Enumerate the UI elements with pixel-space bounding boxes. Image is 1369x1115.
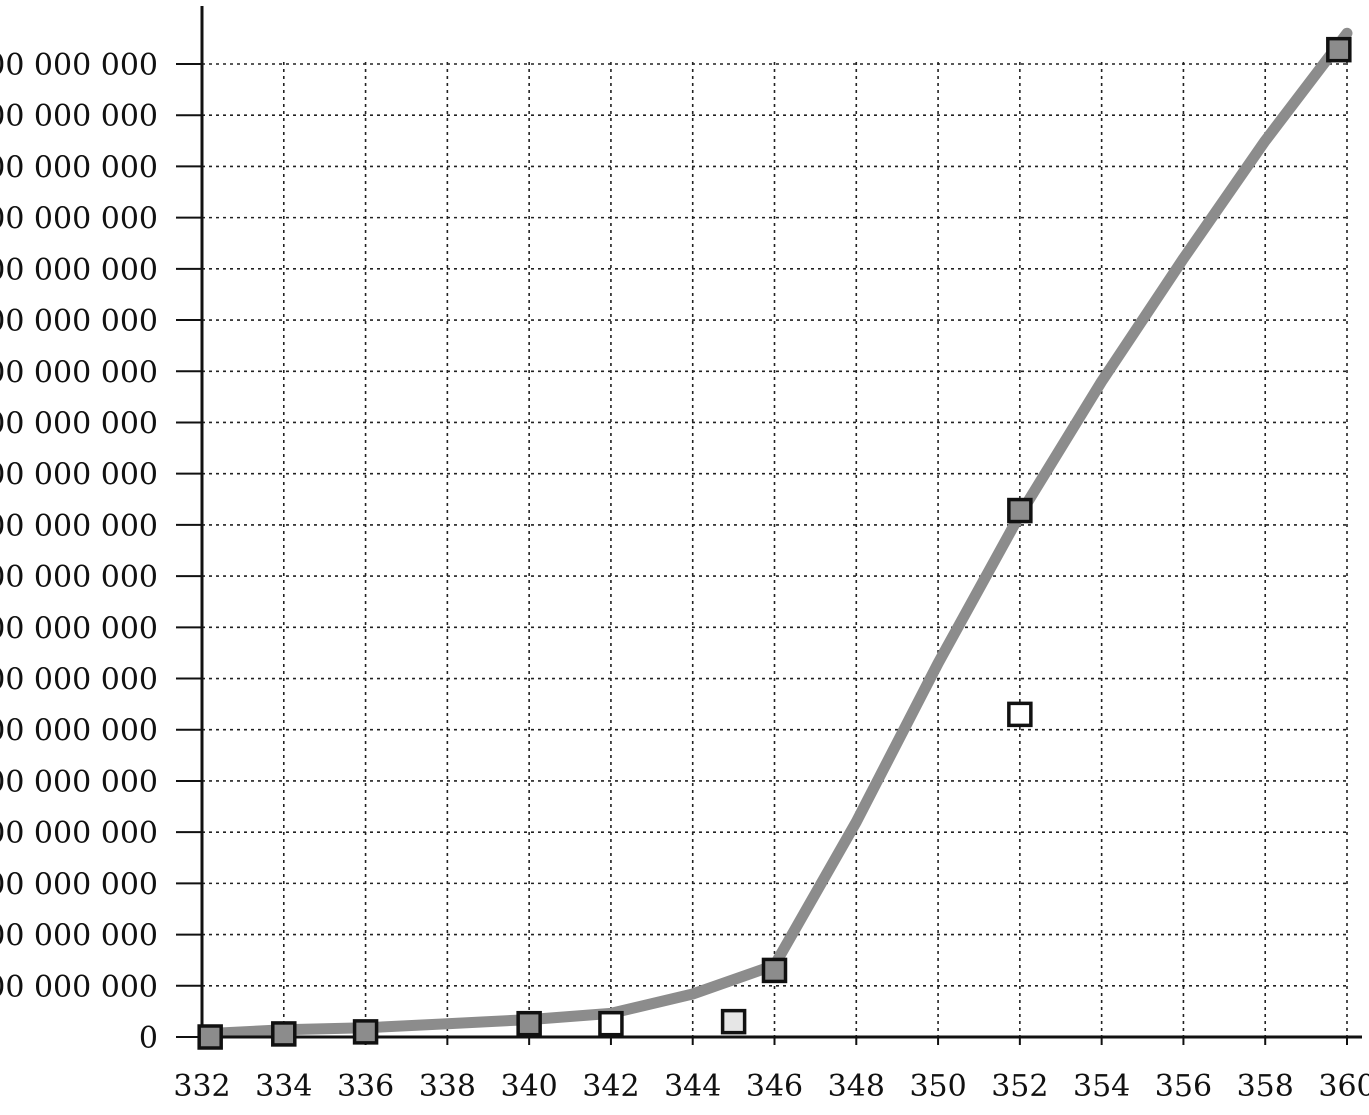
x-tick-label: 356: [1155, 1069, 1212, 1104]
y-tick-label: 5 000 000 000: [0, 509, 158, 544]
y-tick-label: 1 000 000 000: [0, 919, 158, 954]
grid: [202, 62, 1348, 1037]
data-point: [720, 1008, 747, 1035]
x-tick-label: 340: [501, 1069, 558, 1104]
x-tick-label: 342: [582, 1069, 639, 1104]
y-tick-label: 2 000 000 000: [0, 816, 158, 851]
y-tick-label: 1 500 000 000: [0, 867, 158, 902]
x-tick-label: 360: [1318, 1069, 1369, 1104]
y-tick-label: 5 500 000 000: [0, 458, 158, 493]
data-point: [761, 957, 788, 984]
y-tick-label: 4 500 000 000: [0, 560, 158, 595]
x-tick-label: 336: [337, 1069, 394, 1104]
data-point: [1007, 701, 1033, 728]
x-tick-label: 354: [1073, 1069, 1130, 1104]
y-tick-label: 8 500 000 000: [0, 150, 158, 185]
x-tick-label: 344: [664, 1069, 721, 1104]
x-tick-label: 350: [909, 1069, 966, 1104]
data-point: [1326, 36, 1352, 63]
y-tick-label: 2 500 000 000: [0, 765, 158, 800]
data-point: [197, 1024, 223, 1050]
x-tick-label: 352: [991, 1069, 1048, 1104]
tick-labels: 332 334 336 338 340 342 344 346 348 350 352 354 356 3…: [0, 48, 1369, 1104]
y-tick-label: 9 500 000 000: [0, 48, 158, 83]
y-tick-label: 6 500 000 000: [0, 355, 158, 390]
y-tick-label: 6 000 000 000: [0, 406, 158, 441]
series-markers: [197, 36, 1352, 1050]
y-tick-label: 7 500 000 000: [0, 253, 158, 288]
y-tick-label: 4 000 000 000: [0, 611, 158, 646]
y-tick-label: 500 000 000: [0, 970, 158, 1005]
data-point: [598, 1010, 624, 1037]
data-point: [352, 1019, 379, 1045]
data-point: [271, 1021, 297, 1047]
x-tick-label: 334: [255, 1069, 312, 1104]
x-tick-label: 358: [1237, 1069, 1294, 1104]
y-tick-label: 3 000 000 000: [0, 714, 158, 749]
y-tick-label: 3 500 000 000: [0, 663, 158, 698]
x-tick-label: 332: [173, 1069, 230, 1104]
y-tick-label: 7 000 000 000: [0, 304, 158, 339]
y-tick-label: 9 000 000 000: [0, 99, 158, 134]
x-tick-label: 348: [828, 1069, 885, 1104]
y-tick-label: 8 000 000 000: [0, 202, 158, 237]
data-point: [1007, 497, 1033, 524]
y-tick-label: 0: [139, 1021, 158, 1056]
data-point: [516, 1010, 542, 1037]
x-tick-label: 338: [419, 1069, 476, 1104]
x-tick-label: 346: [746, 1069, 803, 1104]
